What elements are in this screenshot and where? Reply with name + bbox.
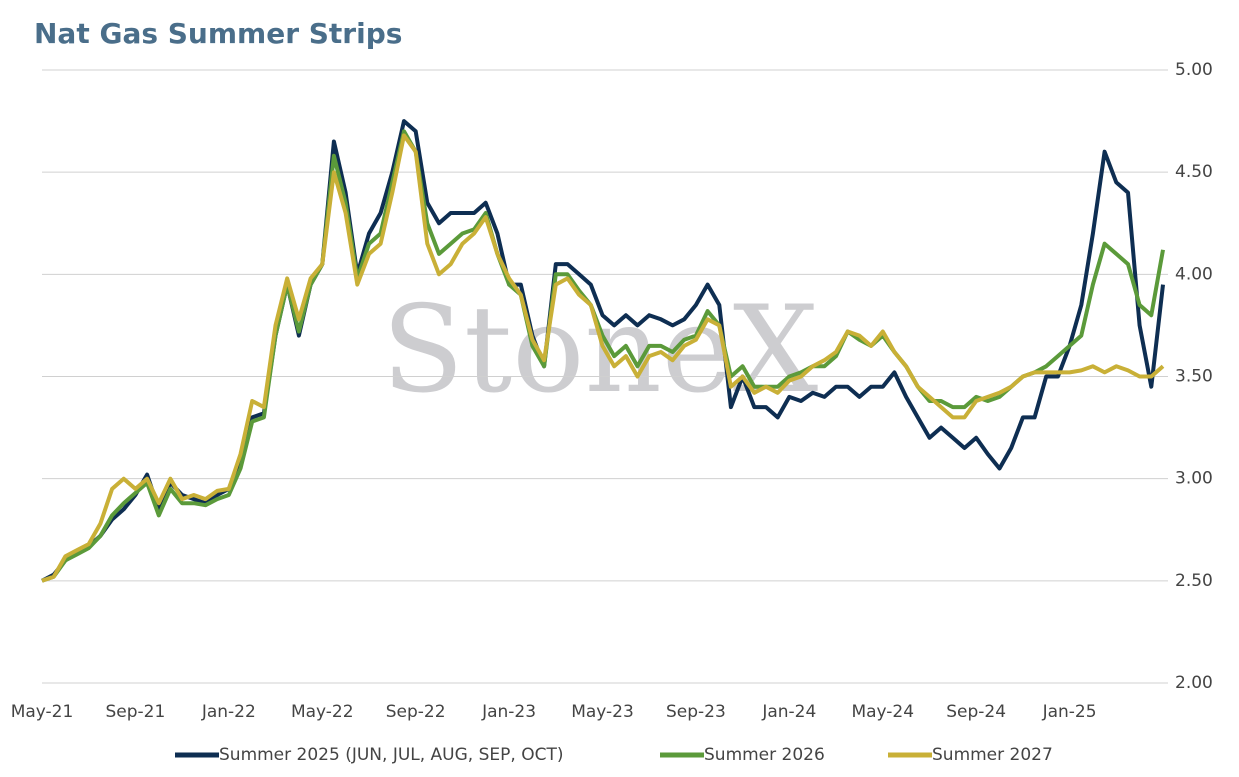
x-tick-label: Sep-22 [386, 702, 446, 722]
y-tick-label: 2.50 [1175, 571, 1213, 591]
y-tick-label: 2.00 [1175, 673, 1213, 693]
y-tick-label: 4.50 [1175, 162, 1213, 182]
chart-title: Nat Gas Summer Strips [34, 17, 402, 50]
x-tick-label: May-23 [571, 702, 634, 722]
x-tick-label: May-22 [291, 702, 354, 722]
y-tick-label: 3.50 [1175, 367, 1213, 387]
series-line [41, 129, 1165, 583]
x-tick-label: Sep-24 [946, 702, 1006, 722]
y-tick-label: 4.00 [1175, 264, 1213, 284]
x-tick-label: Sep-21 [106, 702, 166, 722]
legend-label: Summer 2027 [932, 745, 1053, 765]
x-tick-label: May-24 [851, 702, 914, 722]
x-tick-label: Jan-25 [1042, 702, 1097, 722]
series-line [41, 133, 1165, 583]
y-tick-label: 3.00 [1175, 469, 1213, 489]
y-tick-label: 5.00 [1175, 60, 1213, 80]
x-tick-label: Jan-24 [761, 702, 816, 722]
x-tick-label: Sep-23 [666, 702, 726, 722]
x-tick-label: Jan-22 [201, 702, 256, 722]
x-tick-label: May-21 [11, 702, 74, 722]
legend-label: Summer 2025 (JUN, JUL, AUG, SEP, OCT) [219, 745, 563, 765]
x-tick-label: Jan-23 [481, 702, 536, 722]
legend-label: Summer 2026 [704, 745, 825, 765]
